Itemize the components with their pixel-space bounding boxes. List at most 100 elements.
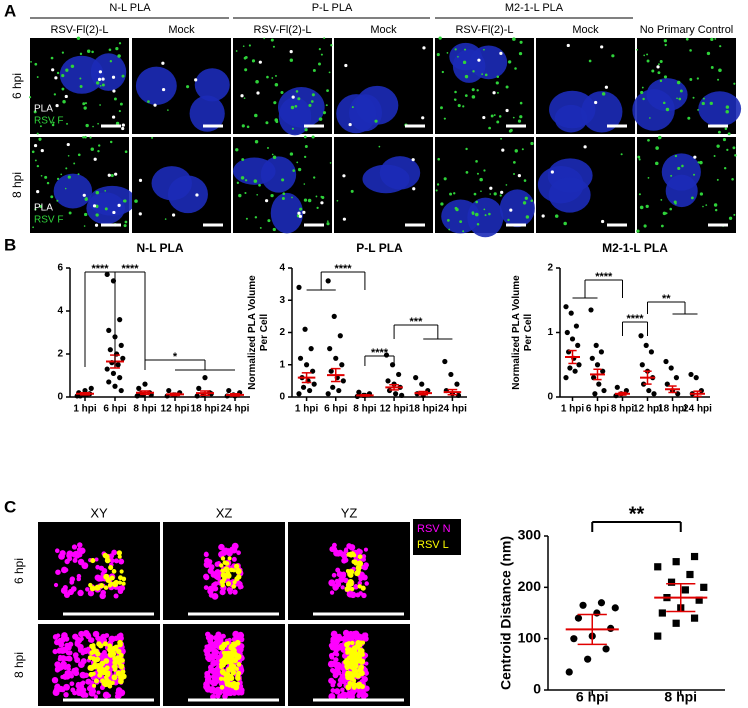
rsv-l-locus <box>87 655 93 661</box>
rsv-f-signal <box>123 199 127 203</box>
rsv-f-signal <box>312 68 316 72</box>
rsv-f-signal <box>508 129 512 133</box>
rsv-l-locus <box>345 650 350 655</box>
data-point <box>673 375 680 381</box>
pla-signal <box>138 178 143 182</box>
rsv-n-locus <box>88 689 96 697</box>
column-header: Mock <box>370 24 397 36</box>
rsv-l-locus <box>225 581 232 587</box>
rsv-n-locus <box>346 691 353 698</box>
rsv-f-signal <box>92 125 94 128</box>
rsv-n-locus <box>363 562 369 568</box>
rsv-f-signal <box>147 100 150 103</box>
rsv-f-signal <box>651 69 655 73</box>
rsv-l-locus <box>233 563 240 569</box>
rsv-f-signal <box>713 203 718 207</box>
rsv-l-locus <box>116 648 122 655</box>
rsv-n-locus <box>57 685 65 693</box>
data-point <box>307 387 313 394</box>
rsv-l-locus <box>348 551 355 558</box>
rsv-n-locus <box>227 590 233 595</box>
rsv-l-locus <box>222 560 228 565</box>
rsv-f-signal <box>330 44 333 47</box>
data-point <box>120 355 126 361</box>
data-point <box>654 632 662 640</box>
data-point <box>690 552 699 561</box>
rsv-f-signal <box>62 100 66 104</box>
rsv-f-signal <box>563 221 567 226</box>
rsv-n-locus <box>355 633 363 641</box>
rsv-f-signal <box>476 89 479 92</box>
rsv-f-signal <box>326 89 329 92</box>
rsv-f-signal <box>238 193 242 198</box>
y-tick-label: 4 <box>279 263 285 274</box>
x-tick-label: 1 hpi <box>561 404 585 415</box>
rsv-f-signal <box>512 37 516 41</box>
pla-signal <box>94 223 99 227</box>
rsv-n-locus <box>94 557 99 562</box>
rsv-f-signal <box>436 53 440 57</box>
rsv-n-locus <box>60 660 67 667</box>
rsv-l-locus <box>220 572 227 579</box>
rsv-f-signal <box>440 202 444 206</box>
data-point <box>563 375 569 381</box>
rsv-f-signal <box>662 211 667 216</box>
rsv-f-signal <box>304 145 308 148</box>
data-point <box>596 381 602 387</box>
rsv-f-signal <box>523 179 527 182</box>
rsv-n-locus <box>75 636 81 642</box>
rsv-f-signal <box>438 36 442 40</box>
group-header: M2-1-L PLA <box>505 2 564 14</box>
rsv-l-locus <box>235 681 240 687</box>
data-point <box>639 362 645 368</box>
rsv-n-locus <box>356 548 362 553</box>
nucleus <box>189 95 225 132</box>
rsv-f-signal <box>281 196 285 200</box>
rsv-l-locus <box>117 641 123 648</box>
rsv-f-signal <box>295 90 299 93</box>
rsv-l-locus <box>112 664 118 670</box>
rsv-n-locus <box>211 659 217 665</box>
pla-signal <box>101 77 105 81</box>
rsv-f-signal <box>462 230 465 233</box>
rsv-f-signal <box>29 96 32 99</box>
rsv-f-signal <box>291 127 294 130</box>
rsv-f-signal <box>702 97 705 100</box>
rsv-n-locus <box>67 671 73 677</box>
rsv-n-locus <box>203 574 210 581</box>
rsv-n-locus <box>64 558 70 565</box>
rsv-f-signal <box>253 179 258 183</box>
data-point <box>118 387 124 394</box>
rsv-n-locus <box>232 589 238 595</box>
rsv-f-signal <box>66 122 68 125</box>
rsv-n-locus <box>226 550 233 557</box>
rsv-f-signal <box>60 173 63 176</box>
rsv-f-signal <box>462 105 465 108</box>
rsv-f-signal <box>664 43 667 47</box>
rsv-f-signal <box>464 74 469 79</box>
rsv-n-locus <box>220 549 228 556</box>
rsv-f-signal <box>638 193 641 196</box>
rsv-f-signal <box>717 130 721 134</box>
rsv-f-signal <box>263 37 265 40</box>
pla-signal <box>111 115 116 119</box>
rsv-n-locus <box>76 576 82 582</box>
rsv-f-signal <box>378 145 381 148</box>
y-tick-label: 2 <box>547 263 553 274</box>
rsv-f-signal <box>34 62 38 66</box>
y-tick-label: 0 <box>57 392 63 403</box>
rsv-f-signal <box>303 198 308 202</box>
rsv-n-locus <box>207 588 214 595</box>
rsv-l-locus <box>119 657 124 662</box>
rsv-f-signal <box>240 176 245 180</box>
row-label: 6 hpi <box>12 558 26 584</box>
pla-signal <box>594 100 598 105</box>
rsv-n-locus <box>340 585 345 590</box>
x-tick-label: 18 hpi <box>658 404 687 415</box>
nucleus <box>449 42 483 71</box>
rsv-f-signal <box>489 193 492 195</box>
rsv-l-locus <box>88 671 94 678</box>
data-point <box>166 387 172 394</box>
column-header: Mock <box>168 24 195 36</box>
rsv-n-locus <box>66 666 71 671</box>
